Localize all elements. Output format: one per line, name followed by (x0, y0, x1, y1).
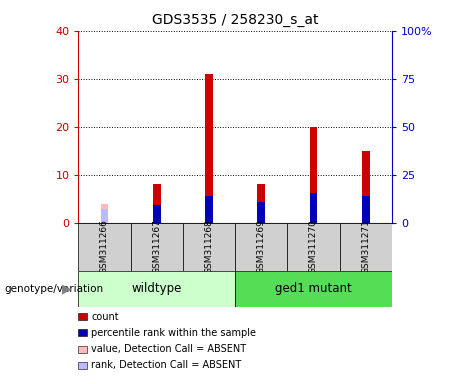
Bar (183, 223, 235, 271)
Bar (257, 184, 265, 223)
Text: wildtype: wildtype (131, 283, 182, 295)
Text: GSM311266: GSM311266 (100, 219, 109, 274)
Bar (235, 223, 287, 271)
Text: count: count (91, 312, 119, 322)
Bar (153, 184, 160, 223)
Text: ▶: ▶ (62, 282, 71, 295)
Text: GSM311268: GSM311268 (205, 219, 213, 274)
Text: rank, Detection Call = ABSENT: rank, Detection Call = ABSENT (91, 360, 242, 370)
Bar (78, 223, 130, 271)
Bar (100, 204, 108, 223)
Bar (257, 202, 265, 223)
Text: GSM311269: GSM311269 (257, 219, 266, 274)
Text: GSM311271: GSM311271 (361, 219, 370, 274)
Bar (340, 223, 392, 271)
Text: ged1 mutant: ged1 mutant (275, 283, 352, 295)
Bar (130, 223, 183, 271)
Bar (362, 196, 370, 223)
Bar (287, 223, 340, 271)
Bar (78, 271, 235, 307)
Text: GSM311270: GSM311270 (309, 219, 318, 274)
Bar (235, 271, 392, 307)
Text: value, Detection Call = ABSENT: value, Detection Call = ABSENT (91, 344, 246, 354)
Text: genotype/variation: genotype/variation (5, 284, 104, 294)
Title: GDS3535 / 258230_s_at: GDS3535 / 258230_s_at (152, 13, 319, 27)
Bar (100, 209, 108, 223)
Text: percentile rank within the sample: percentile rank within the sample (91, 328, 256, 338)
Bar (310, 127, 317, 223)
Bar (205, 74, 213, 223)
Bar (310, 193, 317, 223)
Bar (153, 205, 160, 223)
Bar (362, 151, 370, 223)
Text: GSM311267: GSM311267 (152, 219, 161, 274)
Bar (205, 196, 213, 223)
